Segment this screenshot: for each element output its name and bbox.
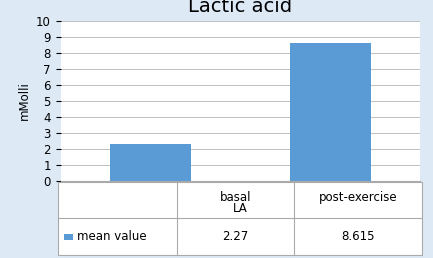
Text: mean value: mean value bbox=[77, 230, 146, 243]
Y-axis label: mMolli: mMolli bbox=[17, 81, 30, 120]
Bar bbox=[64, 234, 73, 239]
Text: 8.615: 8.615 bbox=[341, 230, 375, 243]
Text: post-exercise: post-exercise bbox=[319, 191, 397, 204]
Title: Lactic acid: Lactic acid bbox=[188, 0, 292, 16]
Text: basal: basal bbox=[220, 191, 251, 204]
Bar bbox=[58, 182, 422, 255]
Text: 2.27: 2.27 bbox=[222, 230, 249, 243]
Bar bbox=[290, 43, 371, 181]
Bar bbox=[110, 144, 191, 181]
Text: LA: LA bbox=[233, 203, 248, 215]
